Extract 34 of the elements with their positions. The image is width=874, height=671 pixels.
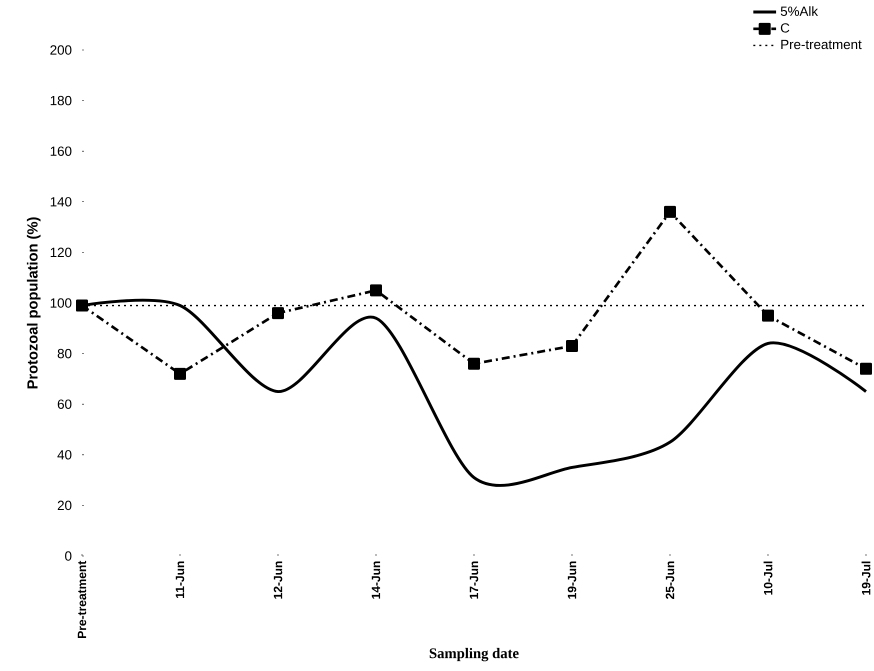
y-tick-label: 120: [50, 248, 72, 258]
point: [860, 362, 872, 375]
legend-label: C: [780, 23, 790, 33]
y-tick-label: 40: [57, 450, 72, 460]
y-tick-label: 140: [50, 197, 72, 207]
point: [370, 284, 382, 296]
x-tick-label: 19-Jul: [862, 562, 870, 595]
point: [76, 300, 88, 312]
point: [174, 368, 186, 380]
x-tick-label: 14-Jun: [372, 561, 380, 599]
x-axis-title: Sampling date: [430, 648, 519, 662]
x-tick-label: 10-Jul: [764, 562, 772, 595]
x-tick-label: 25-Jun: [666, 561, 674, 599]
x-tick-label: Pre-treatment: [78, 560, 86, 638]
point: [272, 307, 284, 320]
x-tick-label: 12-Jun: [274, 561, 282, 599]
y-tick-label: 160: [50, 146, 72, 156]
x-tick-label: 17-Jun: [470, 561, 478, 599]
y-tick-label: 20: [58, 500, 72, 510]
point: [566, 340, 578, 352]
y-tick-label: 0: [65, 551, 72, 561]
legend-label: 5%Alk: [780, 6, 818, 16]
point: [762, 310, 774, 322]
y-tick-label: 180: [50, 96, 72, 106]
point: [468, 358, 480, 370]
x-tick-label: 11-Jun: [176, 561, 184, 598]
y-tick-label: 80: [58, 348, 72, 358]
x-tick-label: 19-Jun: [568, 561, 576, 599]
point: [664, 206, 676, 218]
legend-label: Pre-treatment: [781, 40, 862, 50]
y-tick-label: 60: [58, 399, 72, 409]
y-tick-label: 200: [50, 45, 72, 55]
y-axis-title: Protozoal population (%): [26, 217, 41, 388]
y-tick-label: 100: [50, 298, 72, 308]
